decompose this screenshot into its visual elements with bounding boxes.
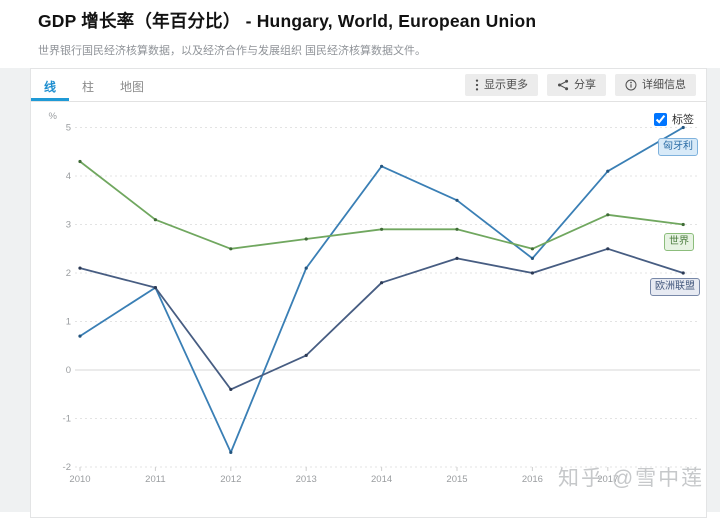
details-button[interactable]: 详细信息 <box>615 74 696 96</box>
toolbar: 显示更多 分享 <box>465 69 706 101</box>
svg-text:2012: 2012 <box>220 474 241 485</box>
svg-text:2015: 2015 <box>446 474 467 485</box>
share-label: 分享 <box>574 78 596 91</box>
show-more-button[interactable]: 显示更多 <box>465 74 538 96</box>
svg-text:4: 4 <box>66 171 71 182</box>
labels-checkbox[interactable] <box>654 112 667 126</box>
tab-map[interactable]: 地图 <box>120 80 145 94</box>
labels-checkbox-label: 标签 <box>672 114 694 126</box>
chart-region: 5 4 3 2 1 0 -1 -2% 2010 2011 2012 2013 2014 2015 2016 2… <box>31 102 706 516</box>
series-label-eu: 欧洲联盟 <box>650 278 700 296</box>
svg-text:5: 5 <box>66 123 71 134</box>
series-label-world: 世界 <box>664 233 694 251</box>
svg-text:-2: -2 <box>63 462 71 473</box>
svg-text:2010: 2010 <box>69 474 90 485</box>
kebab-menu-icon <box>475 79 479 91</box>
share-button[interactable]: 分享 <box>547 74 606 96</box>
svg-text:2011: 2011 <box>145 474 165 485</box>
svg-text:2013: 2013 <box>296 474 317 485</box>
tab-line[interactable]: 线 <box>31 69 70 101</box>
svg-text:%: % <box>49 111 58 122</box>
header: GDP 增长率（年百分比） - Hungary, World, European… <box>0 0 720 58</box>
chart-card: 线 柱 地图 显示更多 <box>30 68 707 518</box>
svg-text:-1: -1 <box>63 414 71 425</box>
watermark: 知乎 @雪中莲 <box>558 467 705 490</box>
svg-text:3: 3 <box>66 220 71 231</box>
page-title: GDP 增长率（年百分比） - Hungary, World, European… <box>38 11 537 31</box>
share-icon <box>558 79 569 91</box>
details-label: 详细信息 <box>642 78 686 91</box>
content-backdrop: 线 柱 地图 显示更多 <box>0 68 720 518</box>
svg-text:2014: 2014 <box>371 474 392 485</box>
svg-text:1: 1 <box>66 317 71 328</box>
tab-bar-chart[interactable]: 柱 <box>82 80 95 94</box>
info-icon <box>625 79 637 91</box>
line-chart: 5 4 3 2 1 0 -1 -2% 2010 2011 2012 2013 2014 2015 2016 2… <box>49 111 700 485</box>
labels-toggle[interactable]: 标签 <box>654 111 694 127</box>
svg-text:2: 2 <box>66 268 71 279</box>
show-more-label: 显示更多 <box>484 78 528 91</box>
svg-text:2016: 2016 <box>522 474 543 485</box>
tab-bar: 线 柱 地图 显示更多 <box>31 69 706 102</box>
series-label-hungary: 匈牙利 <box>658 138 698 156</box>
svg-text:0: 0 <box>66 365 71 376</box>
svg-text:2017: 2017 <box>597 474 618 485</box>
page-subtitle: 世界银行国民经济核算数据，以及经济合作与发展组织 国民经济核算数据文件。 <box>38 45 427 57</box>
